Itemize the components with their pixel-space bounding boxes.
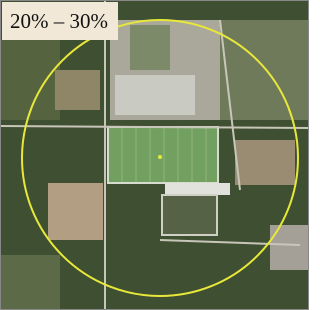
map-view: 20% – 30% (0, 0, 309, 310)
field (162, 195, 217, 235)
greenhouses (115, 75, 195, 115)
terrain-patch (0, 255, 60, 310)
field (48, 183, 103, 240)
field (235, 140, 295, 185)
crop-field (108, 127, 218, 183)
field (55, 70, 100, 110)
field (130, 25, 170, 70)
aerial-image (0, 0, 309, 310)
range-label: 20% – 30% (2, 2, 118, 40)
center-point (158, 155, 162, 159)
building (165, 183, 230, 195)
terrain-patch (0, 40, 60, 120)
